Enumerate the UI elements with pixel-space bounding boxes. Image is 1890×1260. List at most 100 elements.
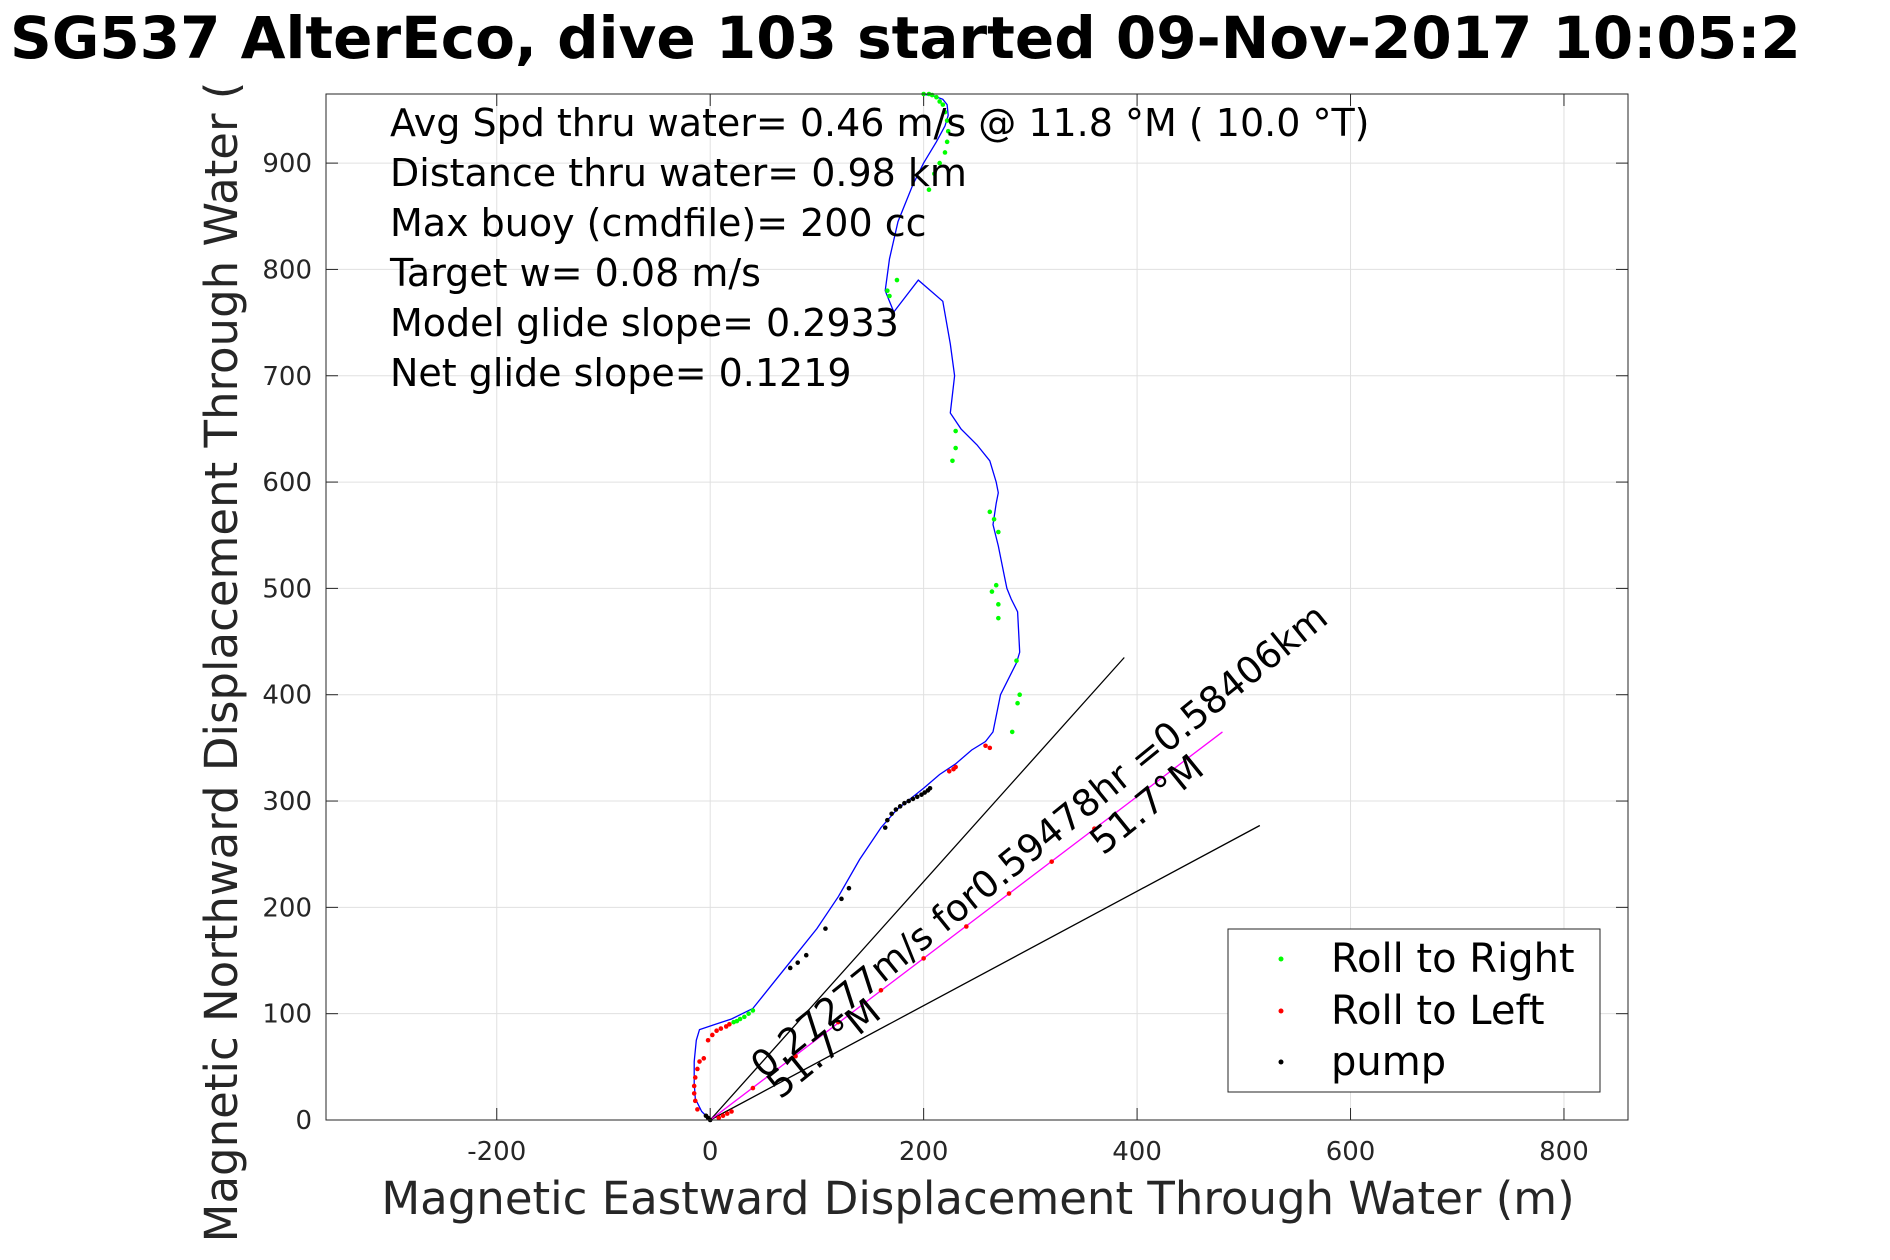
point-roll-to-right [944,118,950,123]
point-roll-to-left [716,1115,722,1121]
point-pump [893,807,899,812]
point-pump [885,817,890,823]
legend-label-roll-right: Roll to Right [1331,936,1575,982]
point-roll-to-right [950,458,955,464]
heading-wedge-line [709,657,1125,1121]
point-roll-to-right [1015,700,1020,706]
point-roll-to-right [887,293,892,299]
y-tick-label: 600 [262,468,312,498]
legend-marker-roll-right [1278,956,1284,962]
point-pump [795,960,801,965]
point-roll-to-left [987,745,993,751]
axis-ticks: -200 0 200 400 600 800 0 100 200 300 400 500 600 700 8… [262,94,1628,1167]
y-tick-label: 200 [262,893,312,923]
x-tick-label: 200 [899,1137,949,1167]
y-tick-label: 700 [262,362,312,392]
point-roll-to-left [921,956,926,961]
point-roll-to-right [996,529,1001,535]
point-roll-to-left [724,1111,730,1116]
point-pump [839,896,844,902]
grid [326,94,1628,1121]
point-roll-to-right [953,428,958,434]
point-roll-to-left [964,924,969,929]
point-roll-to-right [944,139,950,145]
point-roll-to-right [937,99,942,104]
legend-label-roll-left: Roll to Left [1331,988,1545,1034]
y-tick-label: 0 [295,1106,312,1136]
legend-marker-pump [1278,1059,1284,1065]
point-roll-to-left [695,1107,700,1112]
point-pump [897,804,903,809]
point-roll-to-left [714,1028,719,1033]
y-axis-label: Magnetic Northward Displacement Through … [195,82,248,1243]
point-roll-to-left [705,1037,711,1043]
point-pump [823,926,828,931]
point-roll-to-left [691,1083,697,1089]
point-roll-to-left [710,1032,715,1038]
y-tick-label: 400 [262,681,312,711]
point-pump [914,794,920,800]
point-roll-to-right [1014,658,1019,663]
annotation-distance: Distance thru water= 0.98 km [390,151,967,195]
annotation-block: Avg Spd thru water= 0.46 m/s @ 11.8 °M (… [389,101,1370,395]
point-roll-to-left [1049,859,1055,864]
y-tick-label: 500 [262,574,312,604]
point-roll-to-left [692,1075,698,1080]
point-roll-to-left [697,1059,702,1064]
point-roll-to-right [996,615,1001,621]
point-roll-to-left [1006,891,1012,896]
point-roll-to-left [750,1085,756,1091]
point-roll-to-right [945,128,951,134]
point-roll-to-left [953,764,958,770]
x-axis-label: Magnetic Eastward Displacement Through W… [381,1172,1574,1225]
legend-label-pump: pump [1331,1039,1446,1085]
point-roll-to-right [746,1011,751,1016]
annotation-target-w: Target w= 0.08 m/s [389,251,761,295]
point-roll-to-right [993,582,999,588]
annotation-model-glide: Model glide slope= 0.2933 [390,301,899,345]
point-roll-to-right [731,1019,736,1025]
point-pump [906,798,911,804]
point-roll-to-left [729,1109,734,1114]
point-roll-to-right [932,171,937,177]
glider-track-line [693,93,1021,1121]
points-layer [691,91,1097,1123]
point-roll-to-left [1092,826,1097,831]
point-pump [902,800,907,806]
point-roll-to-left [793,1053,798,1059]
point-roll-to-left [718,1026,724,1031]
track-layer [693,93,1021,1121]
x-tick-label: 600 [1326,1137,1376,1167]
point-roll-to-right [750,1008,756,1013]
point-pump [803,952,809,958]
point-roll-to-right [926,187,932,192]
point-roll-to-right [940,102,946,107]
chart-title: SG537 AlterEco, dive 103 started 09-Nov-… [10,4,1801,72]
point-roll-to-left [692,1098,698,1104]
point-roll-to-right [987,509,993,515]
point-roll-to-right [991,516,997,522]
point-pump [927,785,933,791]
point-roll-to-right [894,277,900,283]
point-roll-to-right [742,1014,747,1020]
point-roll-to-left [835,1019,841,1025]
point-roll-to-right [937,160,942,166]
point-roll-to-right [953,445,958,451]
point-pump [910,796,916,802]
point-pump [787,965,793,971]
x-tick-label: -200 [467,1137,526,1167]
point-roll-to-left [727,1022,732,1027]
x-tick-label: 0 [702,1137,719,1167]
point-roll-to-left [983,743,988,749]
point-roll-to-left [720,1113,726,1119]
point-roll-to-right [942,109,948,115]
annotation-avg-speed: Avg Spd thru water= 0.46 m/s @ 11.8 °M (… [390,101,1370,145]
legend-marker-roll-left [1278,1008,1284,1014]
x-tick-label: 400 [1112,1137,1162,1167]
point-roll-to-right [942,150,948,155]
point-roll-to-left [701,1056,707,1061]
x-tick-label: 800 [1539,1137,1589,1167]
legend: Roll to Right Roll to Left pump [1227,928,1601,1093]
point-roll-to-right [1009,729,1015,735]
